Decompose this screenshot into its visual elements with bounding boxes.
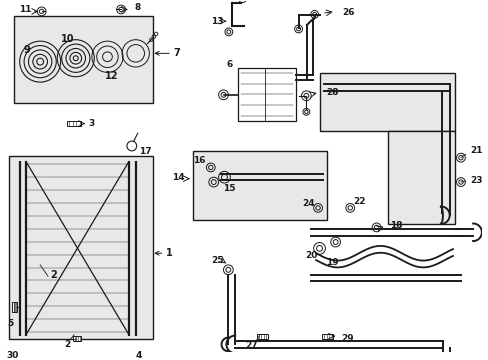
Text: 10: 10 [61, 34, 74, 44]
Text: 3: 3 [88, 119, 95, 128]
Text: 24: 24 [302, 198, 314, 207]
Bar [322, 334, 332, 338]
Text: 4: 4 [136, 351, 142, 360]
Text: 17: 17 [139, 147, 151, 156]
FancyBboxPatch shape [387, 131, 454, 224]
Text: 5: 5 [7, 319, 13, 328]
Text: 12: 12 [104, 71, 118, 81]
Text: 8: 8 [134, 3, 141, 12]
Text: 22: 22 [353, 197, 366, 206]
Text: 19: 19 [325, 258, 338, 267]
Bar [238, 68, 295, 121]
FancyBboxPatch shape [14, 16, 152, 103]
Text: 1: 1 [155, 248, 172, 258]
FancyBboxPatch shape [192, 151, 326, 220]
Text: 2: 2 [64, 341, 70, 350]
Text: 26: 26 [342, 8, 354, 17]
Text: 14: 14 [171, 173, 184, 182]
Text: 11: 11 [19, 5, 32, 14]
Text: 28: 28 [325, 88, 338, 97]
Text: 7: 7 [155, 48, 180, 58]
Bar [111, 353, 125, 358]
Text: 15: 15 [223, 184, 236, 193]
Text: 13: 13 [210, 17, 223, 26]
Text: 21: 21 [470, 147, 482, 156]
Text: 30: 30 [6, 351, 19, 360]
FancyBboxPatch shape [319, 73, 454, 131]
Text: 9: 9 [23, 45, 30, 55]
Bar [73, 336, 81, 341]
Circle shape [127, 141, 137, 151]
Text: 6: 6 [226, 59, 232, 68]
Text: 16: 16 [192, 156, 205, 165]
Text: 27: 27 [244, 341, 257, 350]
Bar [67, 121, 81, 126]
Text: 25: 25 [210, 256, 223, 265]
Bar [31, 353, 45, 358]
FancyBboxPatch shape [9, 156, 152, 338]
Text: 23: 23 [470, 176, 482, 185]
Bar [12, 302, 17, 312]
Text: 18: 18 [389, 221, 402, 230]
Text: 20: 20 [305, 251, 317, 260]
Text: 2: 2 [50, 270, 57, 280]
Bar [257, 334, 267, 338]
Text: 29: 29 [341, 334, 353, 343]
